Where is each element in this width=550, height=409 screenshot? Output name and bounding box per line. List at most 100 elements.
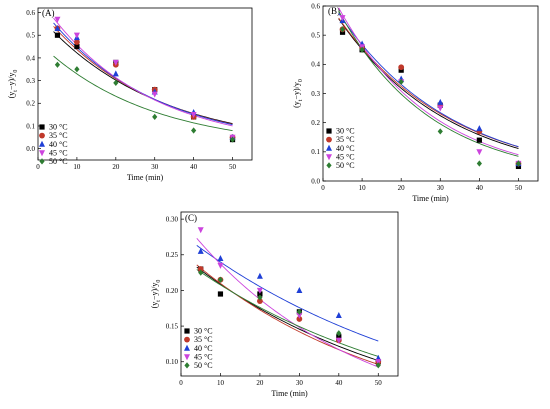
y-tick-label: 0.15 <box>166 322 179 330</box>
data-point <box>336 330 342 337</box>
data-point <box>54 61 61 68</box>
data-point <box>476 137 482 143</box>
legend-marker <box>326 162 332 169</box>
data-point <box>197 247 204 254</box>
legend-marker <box>326 128 332 134</box>
legend: 30 °C35 °C40 °C45 °C50 °C <box>326 127 355 170</box>
data-point <box>336 334 342 340</box>
y-tick-label: 0.3 <box>26 77 35 85</box>
legend-label: 45 °C <box>336 152 355 161</box>
data-point <box>335 311 342 318</box>
data-point <box>152 113 158 120</box>
data-point <box>74 39 80 45</box>
fit-curve <box>196 245 379 342</box>
data-point <box>198 269 204 276</box>
legend-label: 30 °C <box>49 123 68 132</box>
y-tick-label: 0.6 <box>26 9 35 17</box>
plot-frame <box>180 211 399 377</box>
chart-panel-c: 0 10 20 30 40 50 0.10 0.15 0.20 0.25 0.30 Time (min… <box>150 211 399 398</box>
fit-curve <box>53 17 233 127</box>
x-axis-label: Time (min) <box>127 173 164 182</box>
data-point <box>54 32 61 38</box>
legend-label: 50 °C <box>49 157 68 166</box>
chart-panel-b: 0 10 20 30 40 50 0.0 0.1 0.2 0.3 0.4 0.5 0.6 Time (mi… <box>292 2 539 203</box>
x-tick-label: 10 <box>359 184 367 192</box>
data-point <box>398 64 405 71</box>
fit-curve <box>338 7 519 156</box>
data-point <box>197 227 204 234</box>
data-point <box>229 136 236 143</box>
data-point <box>257 298 263 305</box>
data-point <box>398 67 404 73</box>
fit-curve <box>338 13 519 148</box>
chart-panel-a: 0 10 20 30 40 50 0.0 0.1 0.2 0.3 0.4 0.5 0.6 Time (mi… <box>7 7 253 182</box>
legend-label: 45 °C <box>49 148 68 157</box>
y-tick-label: 0.0 <box>26 145 35 153</box>
data-point <box>74 66 80 73</box>
data-point <box>197 266 204 272</box>
data-point <box>296 308 302 315</box>
panel-label: (B) <box>328 6 340 16</box>
data-point <box>257 294 263 301</box>
data-point <box>217 254 224 261</box>
x-tick-label: 0 <box>36 163 40 171</box>
x-tick-label: 40 <box>190 163 198 171</box>
y-tick-label: 0.25 <box>166 251 179 259</box>
data-point <box>437 105 444 112</box>
x-tick-label: 30 <box>151 163 159 171</box>
fit-curve <box>338 18 519 149</box>
y-tick-label: 0.30 <box>166 216 179 224</box>
y-tick-label: 0.2 <box>311 119 320 127</box>
legend-marker <box>326 136 332 143</box>
legend-label: 40 °C <box>336 144 355 153</box>
data-point <box>74 43 80 50</box>
legend-label: 50 °C <box>194 361 213 370</box>
legend: 30 °C35 °C40 °C45 °C50 °C <box>184 327 213 370</box>
legend-marker <box>39 150 45 157</box>
y-tick-label: 0.2 <box>26 100 35 108</box>
legend-marker <box>184 336 190 343</box>
data-point <box>190 112 197 119</box>
panel-label: (A) <box>42 8 55 18</box>
legend-marker <box>39 124 45 130</box>
data-point <box>256 272 263 279</box>
legend: 30 °C35 °C40 °C45 °C50 °C <box>39 123 68 166</box>
data-point <box>151 91 158 98</box>
x-tick-label: 30 <box>437 184 445 192</box>
legend-label: 45 °C <box>194 352 213 361</box>
legend-label: 35 °C <box>194 335 213 344</box>
legend-marker <box>326 144 332 151</box>
legend-marker <box>39 132 45 139</box>
legend-label: 50 °C <box>336 161 355 170</box>
x-tick-label: 50 <box>515 184 523 192</box>
y-tick-label: 0.4 <box>26 54 35 62</box>
data-point <box>335 337 342 344</box>
data-point <box>296 312 303 319</box>
y-tick-label: 0.6 <box>311 2 320 10</box>
data-point <box>375 362 381 369</box>
y-tick-label: 0.5 <box>311 32 320 40</box>
data-point <box>217 276 224 283</box>
y-tick-label: 0.3 <box>311 90 320 98</box>
y-tick-label: 0.1 <box>311 148 320 156</box>
fit-curve <box>196 269 379 357</box>
data-point <box>515 160 522 167</box>
fit-curve <box>196 264 379 365</box>
x-tick-label: 40 <box>335 379 343 387</box>
data-point <box>217 291 224 297</box>
x-tick-label: 10 <box>73 163 81 171</box>
data-point <box>476 125 483 132</box>
x-tick-label: 20 <box>256 379 264 387</box>
legend-marker <box>184 328 190 334</box>
x-tick-label: 0 <box>179 379 183 387</box>
data-point <box>476 160 482 167</box>
y-axis-label: (yt−y)/y0 <box>150 280 162 309</box>
legend-label: 30 °C <box>336 127 355 136</box>
data-point <box>339 26 346 33</box>
legend-marker <box>39 158 45 165</box>
x-tick-label: 50 <box>229 163 237 171</box>
fit-curve <box>196 238 379 368</box>
fit-curve <box>338 10 519 157</box>
